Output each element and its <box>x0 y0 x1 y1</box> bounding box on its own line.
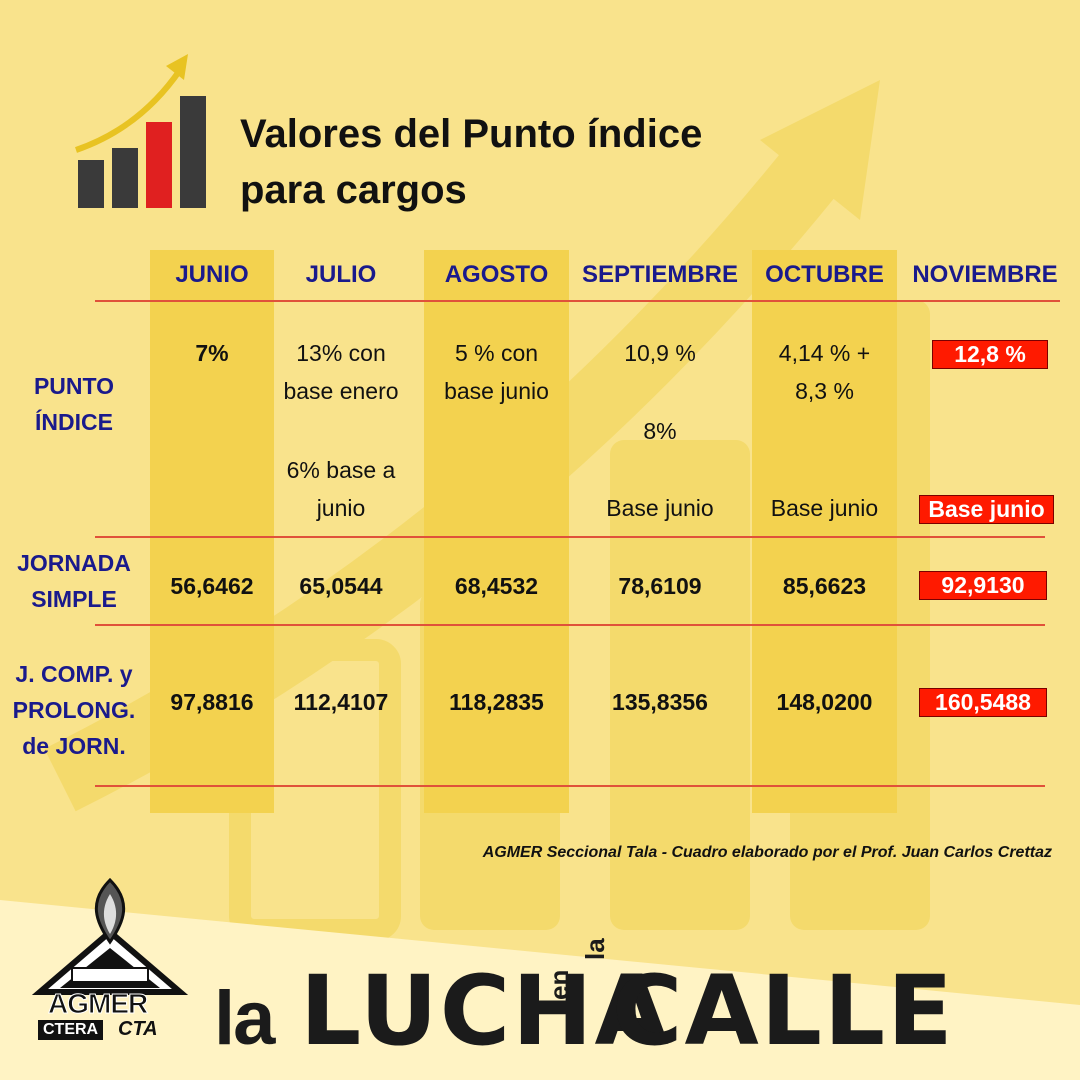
punto-indice-octubre-2: 8,3 % <box>795 378 854 404</box>
slogan-la: la <box>214 976 275 1061</box>
row-label-line: PUNTO <box>33 373 115 399</box>
header-septiembre: SEPTIEMBRE <box>581 261 739 288</box>
rule-header <box>95 300 1060 302</box>
slogan-lucha: LUCHA <box>300 955 671 1067</box>
growth-chart-icon <box>75 54 206 208</box>
row-label-line: PROLONG. <box>12 697 136 723</box>
jornada-simple-septiembre: 78,6109 <box>618 573 702 599</box>
punto-indice-noviembre-2: Base junio <box>919 495 1054 524</box>
agmer-logo-text: AGMER <box>47 988 148 1020</box>
jornada-simple-noviembre: 92,9130 <box>919 571 1047 600</box>
row-label-line: JORNADA <box>17 550 131 576</box>
punto-indice-julio-3: 6% base a <box>286 457 396 483</box>
punto-indice-junio: 7% <box>195 340 229 366</box>
jornada-simple-junio: 56,6462 <box>170 573 254 599</box>
header-noviembre: NOVIEMBRE <box>912 261 1058 288</box>
rule-punto-indice <box>95 536 1045 538</box>
title-line-1: Valores del Punto índice <box>240 112 703 156</box>
junio-column-band <box>150 250 274 813</box>
jornada-completa-agosto: 118,2835 <box>449 689 544 715</box>
row-label-punto-indice: PUNTO ÍNDICE <box>0 368 148 440</box>
punto-indice-octubre-3: Base junio <box>770 495 879 521</box>
jornada-simple-octubre: 85,6623 <box>782 573 867 599</box>
row-label-line: ÍNDICE <box>35 409 113 435</box>
agosto-column-band <box>424 250 569 813</box>
punto-indice-julio-4: junio <box>316 495 366 521</box>
jornada-simple-agosto: 68,4532 <box>454 573 539 599</box>
rule-jornada-simple <box>95 624 1045 626</box>
title-line-2: para cargos <box>240 168 467 212</box>
slogan-la-2: la <box>580 938 610 960</box>
jornada-completa-octubre: 148,0200 <box>776 689 873 715</box>
octubre-column-band <box>752 250 897 813</box>
page-title: Valores del Punto índice para cargos <box>240 106 702 218</box>
jornada-completa-junio: 97,8816 <box>170 689 254 715</box>
punto-indice-septiembre-3: Base junio <box>606 495 714 521</box>
punto-indice-octubre-1: 4,14 % + <box>778 340 871 366</box>
jornada-completa-julio: 112,4107 <box>293 689 389 715</box>
punto-indice-agosto-1: 5 % con <box>454 340 539 366</box>
row-label-jornada-simple: JORNADA SIMPLE <box>0 545 148 617</box>
slogan-en: en <box>544 969 574 1000</box>
punto-indice-septiembre-1: 10,9 % <box>624 340 696 366</box>
header-junio: JUNIO <box>175 261 249 288</box>
punto-indice-julio-2: base enero <box>283 378 399 404</box>
ctera-logo-text: CTERA <box>38 1020 104 1040</box>
cta-logo-text: CTA <box>118 1018 158 1040</box>
row-label-jornada-completa: J. COMP. y PROLONG. de JORN. <box>0 656 148 764</box>
slogan-calle: CALLE <box>612 955 955 1067</box>
row-label-line: J. COMP. y <box>15 661 133 687</box>
agmer-torch-logo-icon <box>31 877 189 995</box>
row-label-line: de JORN. <box>22 733 126 759</box>
header-octubre: OCTUBRE <box>765 261 884 288</box>
punto-indice-julio-1: 13% con <box>296 340 386 366</box>
credit-text: AGMER Seccional Tala - Cuadro elaborado … <box>482 844 1052 861</box>
header-julio: JULIO <box>305 261 377 288</box>
punto-indice-septiembre-2: 8% <box>643 418 677 444</box>
header-agosto: AGOSTO <box>444 261 549 288</box>
punto-indice-noviembre-1: 12,8 % <box>932 340 1048 369</box>
row-label-line: SIMPLE <box>31 586 117 612</box>
jornada-completa-noviembre: 160,5488 <box>919 688 1047 717</box>
punto-indice-agosto-2: base junio <box>444 378 549 404</box>
jornada-completa-septiembre: 135,8356 <box>612 689 708 715</box>
jornada-simple-julio: 65,0544 <box>299 573 383 599</box>
rule-bottom <box>95 785 1045 787</box>
